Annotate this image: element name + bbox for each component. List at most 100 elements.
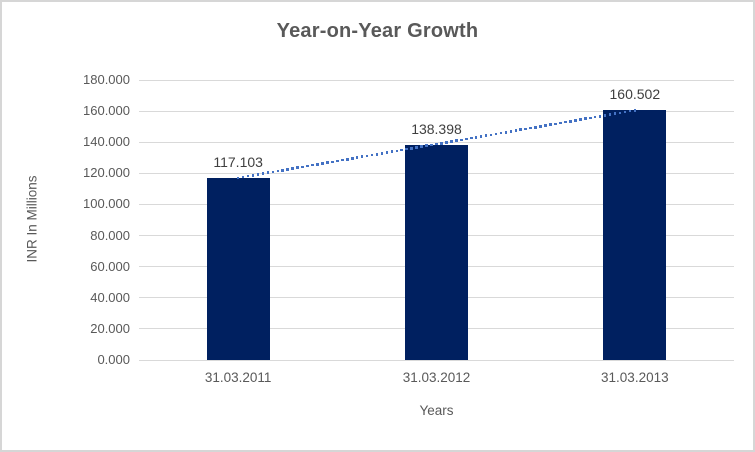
trendline-dot (519, 128, 523, 132)
trendline-dot (509, 130, 513, 133)
trendline-dot (415, 146, 418, 149)
trendline-dot (350, 157, 354, 160)
trendline-dot (539, 125, 542, 128)
x-tick-label: 31.03.2012 (402, 370, 471, 385)
trendline-dot (281, 168, 285, 172)
trendline-dot (276, 169, 280, 173)
trendline-dot (345, 157, 349, 161)
trendline-dot (355, 156, 359, 159)
trendline-dot (385, 151, 389, 154)
trendline-dot (331, 160, 334, 164)
trendline-dot (256, 173, 260, 176)
y-tick-label: 120.000 (83, 165, 130, 181)
trendline-dot (440, 141, 443, 145)
trendline-dot (306, 164, 309, 168)
trendline-dot (311, 163, 314, 167)
trendline-dot (524, 127, 528, 131)
bar-data-label: 117.103 (213, 153, 263, 170)
trendline-dot (410, 147, 413, 150)
trendline-dot (425, 144, 428, 148)
bar (405, 144, 468, 360)
trendline-dot (430, 143, 433, 147)
y-tick-label: 40.000 (90, 289, 130, 305)
trendline-dot (559, 121, 562, 125)
trendline-dot (375, 152, 379, 156)
trendline-dot (569, 120, 572, 123)
trendline-dot (395, 149, 399, 153)
trendline-dot (360, 155, 364, 159)
trendline-dot (549, 123, 552, 126)
trendline-dot (554, 122, 557, 126)
trendline-dot (445, 141, 448, 144)
trendline-dot (286, 168, 290, 171)
trendline-dot (251, 174, 255, 177)
trendline-dot (400, 148, 404, 152)
trendline-dot (291, 167, 294, 170)
trendline-dot (336, 159, 339, 163)
trendline-dot (613, 112, 617, 115)
trendline-dot (628, 109, 632, 113)
trendline-dot (340, 158, 344, 162)
trendline-dot (574, 119, 577, 122)
trendline-dot (564, 120, 567, 124)
trendline-dot (618, 111, 622, 115)
gridline (139, 79, 734, 81)
x-tick-label: 31.03.2011 (204, 370, 272, 385)
trendline-dot (603, 114, 607, 117)
x-tick-label: 31.03.2013 (601, 370, 669, 385)
trendline-dot (593, 115, 597, 119)
y-axis-title-text: INR In Millions (24, 175, 40, 263)
y-tick-label: 160.000 (83, 103, 130, 119)
bar-data-label: 138.398 (411, 120, 462, 137)
trendline-dot (499, 131, 503, 135)
trendline-dot (474, 136, 478, 139)
trendline-dot (321, 162, 324, 165)
bar-data-label: 160.502 (609, 86, 661, 103)
trendline-dot (316, 163, 319, 166)
trendline-dot (420, 145, 423, 148)
trendline-dot (365, 154, 369, 158)
gridline (139, 141, 734, 143)
trendline-dot (301, 165, 304, 169)
trendline-dot (469, 136, 473, 140)
x-axis-title: Years (419, 403, 454, 418)
bar (603, 110, 667, 360)
trendline-dot (504, 130, 508, 134)
trendline-dot (489, 133, 493, 137)
trendline-dot (534, 125, 537, 129)
trendline-dot (464, 137, 468, 141)
trendline-dot (633, 109, 637, 112)
trendline-dot (455, 139, 458, 142)
trendline-dot (529, 126, 532, 130)
trendline-dot (271, 170, 275, 174)
trendline-dot (578, 118, 582, 121)
trendline-dot (623, 110, 627, 114)
plot-area: 117.103 138.398 160.502 (139, 79, 734, 361)
trendline-dot (598, 114, 602, 118)
y-tick-label: 180.000 (83, 72, 130, 87)
trendline-dot (296, 166, 299, 169)
y-tick-label: 20.000 (90, 320, 130, 336)
y-tick-label: 140.000 (83, 134, 130, 150)
trendline-dot (266, 171, 270, 175)
trendline-dot (380, 152, 384, 155)
trendline-dot (370, 153, 374, 157)
y-tick-label: 0.000 (97, 352, 130, 367)
y-tick-label: 80.000 (90, 227, 130, 243)
trendline-dot (241, 175, 245, 179)
trendline-dot (405, 147, 409, 151)
trendline-dot (484, 134, 488, 137)
bar (206, 177, 270, 360)
trendline-dot (583, 117, 587, 121)
trendline-dot (261, 172, 265, 175)
trendline-dot (544, 124, 547, 127)
trendline-dot (588, 116, 592, 120)
trendline-dot (435, 142, 438, 146)
trendline-dot (326, 161, 329, 164)
trendline-dot (390, 150, 394, 153)
y-tick-label: 100.000 (83, 196, 130, 212)
y-tick-label: 60.000 (90, 258, 130, 274)
trendline-dot (479, 135, 483, 138)
trendline-dot (459, 138, 463, 142)
